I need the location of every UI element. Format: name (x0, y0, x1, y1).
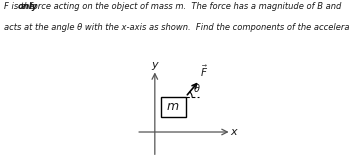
Text: force acting on the object of mass m.  The force has a magnitude of B and: force acting on the object of mass m. Th… (27, 2, 341, 11)
Text: $\vec{F}$: $\vec{F}$ (200, 64, 208, 79)
Text: m: m (166, 100, 178, 113)
Text: $\theta$: $\theta$ (193, 82, 201, 94)
Text: y: y (152, 60, 158, 70)
Text: only: only (18, 2, 38, 11)
Text: x: x (230, 127, 237, 137)
Bar (161, 97, 186, 117)
Text: acts at the angle θ with the x-axis as shown.  Find the components of the accele: acts at the angle θ with the x-axis as s… (4, 23, 350, 32)
Text: F is the: F is the (4, 2, 37, 11)
